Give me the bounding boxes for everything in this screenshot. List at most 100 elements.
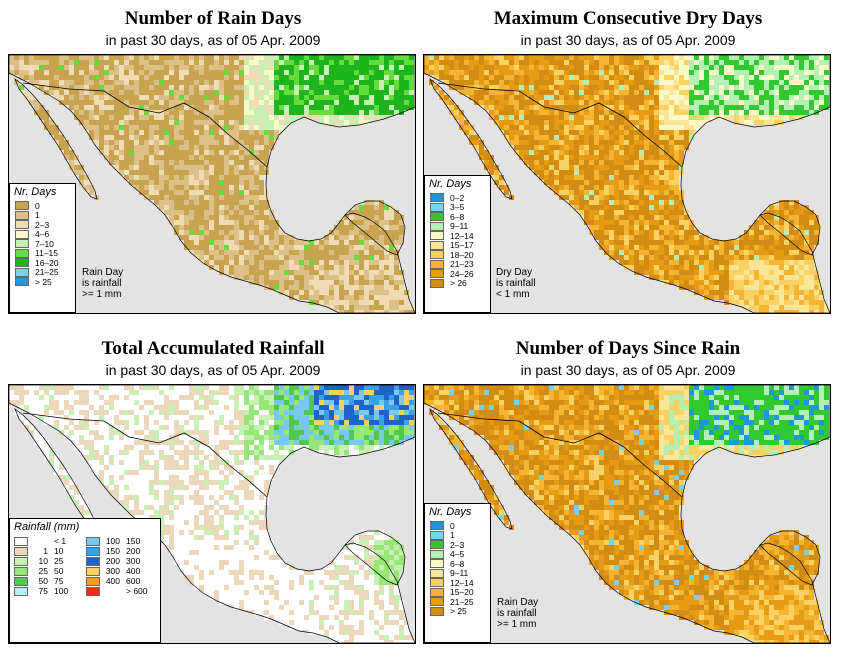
panel-days-since-rain: Number of Days Since Rain in past 30 day… [423,330,833,656]
rainfall-grid [424,385,829,643]
panel-total-rainfall: Total Accumulated Rainfall in past 30 da… [8,330,418,656]
legend-item: 50 75 [10,576,82,586]
mainland-coastline [424,55,830,313]
legend-label: 9–11 [450,568,469,578]
legend-item: 15–17 [425,240,490,251]
legend-range-low: 150 [105,545,120,556]
legend-range-high: > 600 [126,585,148,596]
legend-item: 150 200 [82,546,154,556]
legend-swatch [14,576,28,586]
legend-rows: 0 1 2–3 4–6 7–10 11–15 16–20 21–25 > 25 [10,201,75,287]
legend-range-high: 25 [54,555,64,566]
legend-swatch [15,267,29,277]
legend-item: 75 100 [10,586,82,596]
legend-swatch [430,221,444,231]
legend-col-right: 100 150 150 200 200 300 300 400 400 600 > 600 [82,536,154,596]
legend-range-high: 100 [54,585,69,596]
panel-subtitle: in past 30 days, as of 05 Apr. 2009 [105,362,321,378]
legend-item: 0 [10,201,75,211]
legend-item: 100 150 [82,536,154,546]
panel-title: Maximum Consecutive Dry Days [493,8,763,29]
panel-subtitle: in past 30 days, as of 05 Apr. 2009 [105,32,321,48]
legend-swatch [430,549,444,559]
legend-item: 200 300 [82,556,154,566]
legend-range-low: 50 [38,575,48,586]
legend-item: 18–20 [425,250,490,260]
legend-swatch [15,248,29,258]
us-mexico-border [22,82,268,168]
legend-item: > 25 [10,277,75,287]
legend-swatch [15,210,29,220]
legend-item: > 600 [82,586,154,596]
legend-label: 2–3 [35,219,50,230]
legend-label: 11–15 [35,248,59,258]
legend-label: 1 [35,210,40,220]
yucatan-coastline [344,200,406,256]
mainland-coastline [9,385,415,643]
legend-title: Nr. Days [14,186,57,198]
legend-label: 9–11 [450,221,469,231]
note-text: Rain Day is rainfall >= 1 mm [497,597,539,630]
legend-label: 7–10 [35,238,54,249]
legend-swatch [430,212,444,222]
legend-swatch [430,202,444,212]
panel-title: Number of Days Since Rain [515,338,741,359]
legend: Nr. Days 0 1 2–3 4–6 7–10 11–15 16–20 21–25 > 25 [9,183,76,313]
legend-label: 15–20 [450,587,474,597]
legend-label: 0 [450,520,455,531]
legend-swatch [15,277,29,287]
map-total-rainfall: Rainfall (mm) < 1 1 10 10 25 25 50 50 75 75 100 10… [8,384,416,644]
panel-subtitle: in past 30 days, as of 05 Apr. 2009 [520,362,736,378]
legend-item: > 26 [425,278,490,289]
legend-swatch [86,566,100,576]
us-mexico-border [22,412,268,498]
legend-range-high: 150 [126,535,141,546]
baja-coastline [14,77,98,200]
legend-range-low: 300 [105,565,120,576]
legend-title: Nr. Days [429,178,472,190]
legend-range-low: 10 [38,555,48,566]
map-days-since-rain: Nr. Days 0 1 2–3 4–5 6–8 9–11 12–14 15–20 21–25 >… [423,384,831,644]
legend-item: 21–25 [425,597,490,607]
legend-swatch [15,229,29,239]
legend-swatch [430,540,444,550]
legend-item: 1 [425,530,490,541]
legend-item: 300 400 [82,566,154,576]
map-rain-days: Nr. Days 0 1 2–3 4–6 7–10 11–15 16–20 21–25 > 25… [8,54,416,314]
map-canvas [9,385,415,643]
rainfall-grid [9,385,414,643]
legend-item: 9–11 [425,221,490,232]
legend-item: 11–15 [10,248,75,259]
legend-item: < 1 [10,536,82,546]
map-canvas [424,55,830,313]
legend-rows: 0–2 3–5 6–8 9–11 12–14 15–17 18–20 21–23 24–26 > … [425,193,490,288]
legend: Nr. Days 0–2 3–5 6–8 9–11 12–14 15–17 18–20 21–… [424,175,491,313]
legend-swatch [430,193,444,203]
legend-item: 1 10 [10,546,82,556]
legend-item: 12–14 [425,231,490,241]
legend-range-high: 75 [54,575,64,586]
legend-swatch [14,586,28,596]
legend-columns: < 1 1 10 10 25 25 50 50 75 75 100 100 150 150 200 200 3… [10,536,160,596]
legend-label: 6–8 [450,558,465,569]
legend-col-left: < 1 1 10 10 25 25 50 50 75 75 100 [10,536,82,596]
legend-title: Rainfall (mm) [14,521,80,533]
legend-label: 2–3 [450,539,465,550]
legend-item: 4–5 [425,549,490,560]
legend-swatch [430,568,444,578]
legend-range-low: 75 [38,585,48,596]
legend-swatch [15,239,29,249]
legend-item: 24–26 [425,269,490,279]
legend-swatch [430,259,444,269]
legend-label: 21–23 [450,259,474,269]
legend-label: 21–25 [35,267,59,277]
legend-swatch [14,546,28,556]
legend-swatch [430,578,444,588]
legend-swatch [430,231,444,241]
legend-range-high: 600 [126,575,141,586]
legend-label: 21–25 [450,596,474,607]
baja-coastline [429,407,513,530]
legend-range-low: 25 [38,565,48,576]
legend-label: 1 [450,530,455,540]
legend-item: 7–10 [10,239,75,249]
